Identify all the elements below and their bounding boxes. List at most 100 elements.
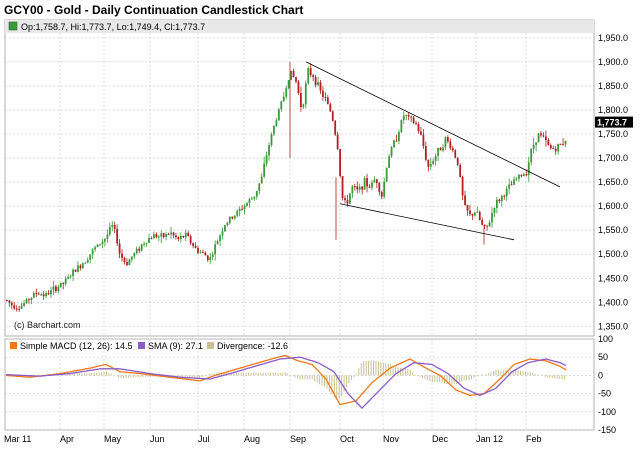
candle-body <box>177 237 180 240</box>
candle-body <box>224 225 226 232</box>
candle-body <box>442 147 444 151</box>
candle-body <box>508 184 511 189</box>
x-tick-label: Nov <box>383 434 400 444</box>
candle-body <box>459 164 462 177</box>
candle-body <box>292 70 295 78</box>
candle-body <box>358 186 361 190</box>
candle-body <box>314 77 317 85</box>
candle-body <box>304 83 307 105</box>
candle-body <box>498 199 501 202</box>
candle-body <box>461 176 464 196</box>
candle-body <box>130 256 133 260</box>
candle-body <box>233 215 236 219</box>
last-price-tag <box>595 116 633 128</box>
candle-body <box>13 305 16 309</box>
candle-body <box>373 179 376 183</box>
x-tick-label: Oct <box>340 434 355 444</box>
candle-body <box>503 195 506 197</box>
candle-body <box>478 211 481 220</box>
candle-body <box>79 265 82 269</box>
candle-body <box>532 144 535 150</box>
candle-body <box>562 144 564 146</box>
candle-body <box>488 222 491 227</box>
candle-body <box>228 216 231 223</box>
macd-y-tick-label: 50 <box>598 352 608 362</box>
candle-body <box>128 259 131 266</box>
candle-body <box>339 149 341 177</box>
macd-grid <box>5 338 594 431</box>
candle-body <box>346 200 349 204</box>
candle-body <box>219 235 221 242</box>
candle-body <box>297 81 300 94</box>
candle-body <box>385 167 388 182</box>
candle-body <box>143 243 145 245</box>
candle-body <box>525 174 528 176</box>
candle-body <box>23 303 25 306</box>
candle-body <box>469 210 471 215</box>
candle-body <box>380 191 383 197</box>
candle-body <box>434 155 437 161</box>
candle-body <box>35 292 38 294</box>
candle-body <box>86 259 89 263</box>
candle-body <box>412 117 415 124</box>
candle-body <box>251 198 253 200</box>
candle-body <box>84 262 87 264</box>
candle-body <box>317 82 319 85</box>
candle-body <box>300 93 302 107</box>
x-tick-label: Jul <box>198 434 210 444</box>
candle-body <box>375 179 378 183</box>
candle-body <box>451 148 454 151</box>
candle-body <box>113 224 116 229</box>
macd-legend-sma: SMA (9): 27.1 <box>148 341 203 351</box>
candle-body <box>400 119 403 132</box>
candle-body <box>383 181 386 197</box>
candle-body <box>277 109 280 121</box>
candle-body <box>549 145 552 149</box>
candle-body <box>184 232 187 238</box>
price-y-tick-label: 1,450.0 <box>598 273 628 283</box>
candle-body <box>37 293 40 295</box>
chart-title: GCY00 - Gold - Daily Continuation Candle… <box>4 3 304 17</box>
candle-body <box>471 214 474 216</box>
candle-body <box>148 238 150 243</box>
candle-body <box>231 216 234 219</box>
candle-body <box>74 269 77 272</box>
candle-body <box>402 115 405 120</box>
candle-body <box>189 236 192 244</box>
candle-body <box>515 178 518 180</box>
candle-body <box>165 234 168 238</box>
candle-body <box>520 174 523 177</box>
sma-legend-swatch <box>138 342 145 349</box>
candle-body <box>341 176 344 199</box>
x-tick-label: Feb <box>526 434 542 444</box>
candle-body <box>542 135 545 137</box>
price-y-tick-label: 1,850.0 <box>598 81 628 91</box>
candle-body <box>268 145 270 156</box>
candle-body <box>32 292 35 298</box>
x-tick-label: Aug <box>244 434 260 444</box>
macd-line <box>5 355 567 406</box>
x-axis: Mar 11 Apr May Jun Jul Aug Sep Oct Nov Dec Jan 12 F… <box>4 434 542 444</box>
price-y-tick-label: 1,700.0 <box>598 153 628 163</box>
x-tick-label: Apr <box>60 434 74 444</box>
price-y-tick-label: 1,900.0 <box>598 57 628 67</box>
candle-body <box>216 241 219 245</box>
candle-body <box>194 245 197 248</box>
x-tick-label: Dec <box>432 434 449 444</box>
candle-body <box>50 290 52 295</box>
candle-body <box>486 225 488 227</box>
candle-body <box>456 157 459 165</box>
macd-y-tick-label: -50 <box>598 389 611 399</box>
candle-body <box>206 255 209 261</box>
candle-body <box>238 208 241 212</box>
candle-body <box>236 211 239 216</box>
candle-body <box>202 252 204 254</box>
candle-body <box>204 252 207 256</box>
candle-body <box>500 195 503 202</box>
price-y-tick-label: 1,800.0 <box>598 105 628 115</box>
candle-body <box>62 282 65 284</box>
candle-body <box>407 115 410 117</box>
last-price-label: 1,773.7 <box>597 118 627 128</box>
candle-body <box>312 75 315 78</box>
